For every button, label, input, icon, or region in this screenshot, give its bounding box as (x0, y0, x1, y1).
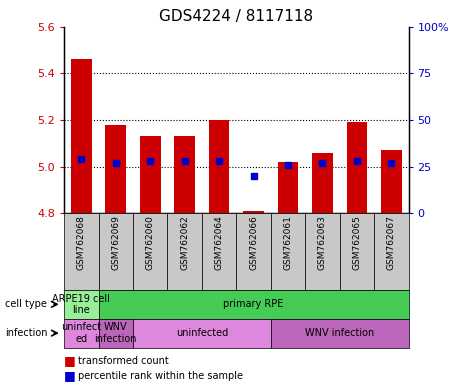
Text: uninfect
ed: uninfect ed (61, 322, 101, 344)
Bar (312, 152, 332, 213)
Bar (305, 213, 340, 290)
Text: GSM762068: GSM762068 (77, 215, 86, 270)
Text: cell type: cell type (5, 299, 47, 310)
Bar (167, 213, 202, 290)
Bar (71, 60, 92, 213)
Text: GSM762065: GSM762065 (352, 215, 361, 270)
Bar (105, 125, 126, 213)
Bar (271, 319, 408, 348)
Bar (209, 120, 229, 213)
Text: ■: ■ (64, 354, 76, 367)
Bar (202, 213, 237, 290)
Bar (271, 213, 305, 290)
Text: WNV infection: WNV infection (305, 328, 374, 338)
Bar (346, 122, 367, 213)
Text: GSM762066: GSM762066 (249, 215, 258, 270)
Bar (374, 213, 408, 290)
Bar (64, 213, 99, 290)
Bar (340, 213, 374, 290)
Text: GSM762060: GSM762060 (146, 215, 155, 270)
Text: percentile rank within the sample: percentile rank within the sample (78, 371, 243, 381)
Text: uninfected: uninfected (176, 328, 228, 338)
Text: primary RPE: primary RPE (223, 299, 284, 310)
Text: GSM762067: GSM762067 (387, 215, 396, 270)
Text: WNV
infection: WNV infection (95, 322, 137, 344)
Title: GDS4224 / 8117118: GDS4224 / 8117118 (159, 9, 314, 24)
Text: infection: infection (5, 328, 47, 338)
Bar (140, 136, 161, 213)
Text: ARPE19 cell
line: ARPE19 cell line (52, 293, 110, 315)
Bar (99, 319, 133, 348)
Bar (99, 213, 133, 290)
Text: GSM762061: GSM762061 (284, 215, 293, 270)
Bar (133, 213, 167, 290)
Bar (64, 290, 99, 319)
Text: ■: ■ (64, 369, 76, 382)
Text: GSM762062: GSM762062 (180, 215, 189, 270)
Bar (64, 319, 99, 348)
Bar (174, 136, 195, 213)
Bar (237, 213, 271, 290)
Bar (381, 150, 401, 213)
Bar (278, 162, 298, 213)
Text: GSM762069: GSM762069 (111, 215, 120, 270)
Text: transformed count: transformed count (78, 356, 169, 366)
Bar (243, 211, 264, 213)
Bar (133, 319, 271, 348)
Text: GSM762064: GSM762064 (215, 215, 224, 270)
Text: GSM762063: GSM762063 (318, 215, 327, 270)
